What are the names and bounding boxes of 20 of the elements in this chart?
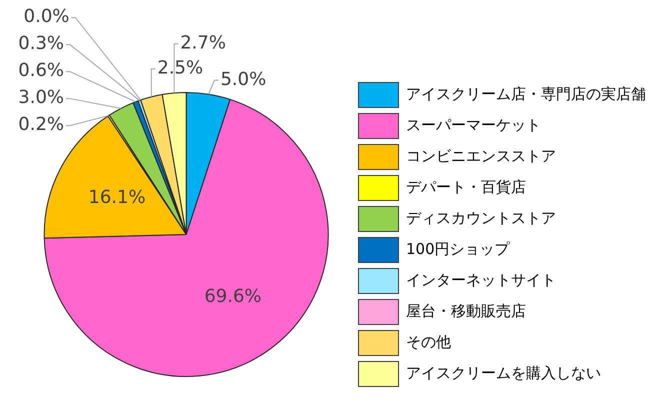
legend-label: アイスクリーム店・専門店の実店舗 [406,84,646,103]
data-label: 2.7% [180,32,226,54]
data-label: 5.0% [220,68,266,90]
data-label: 0.2% [18,114,64,136]
data-label: 0.3% [18,33,64,54]
data-label: 0.6% [18,60,64,82]
data-label: 2.5% [157,58,204,79]
legend-label: 100円ショップ [406,240,511,258]
legend-label: ディスカウントストア [406,208,556,227]
legend-label: インターネットサイト [406,270,556,289]
legend-label: その他 [406,332,451,351]
legend-label: スーパーマーケット [406,116,541,134]
text: 0.0% [24,6,70,28]
legend-label: コンビニエンスストア [406,146,556,165]
legend-label: アイスクリームを購入しない [406,364,601,382]
legend-label: デパート・百貨店 [406,178,526,196]
legend-label: 屋台・移動販売店 [406,302,526,320]
data-label: 69.6% [204,286,262,307]
data-label: 3.0% [18,87,64,108]
data-label: 16.1% [88,187,146,208]
